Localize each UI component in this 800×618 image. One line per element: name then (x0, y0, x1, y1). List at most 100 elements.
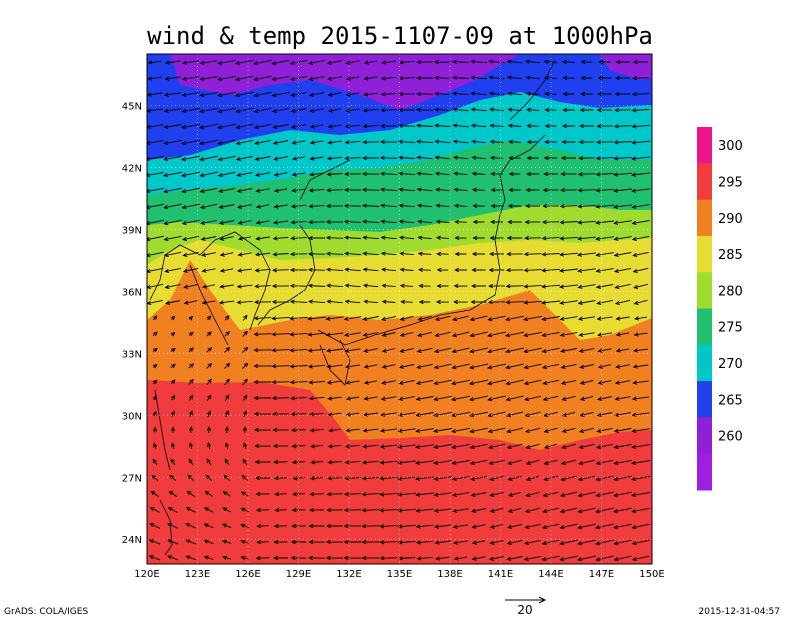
wind-arrow (291, 444, 306, 449)
colorbar-swatch (697, 235, 712, 273)
wind-arrow (434, 540, 451, 545)
wind-arrow (507, 459, 523, 466)
wind-arrow (470, 59, 487, 64)
map-title: wind & temp 2015-1107-09 at 1000hPa (147, 22, 653, 50)
wind-arrow (147, 60, 162, 65)
wind-arrow (379, 476, 398, 481)
wind-arrow (397, 107, 415, 113)
wind-arrow (488, 267, 505, 273)
wind-arrow (523, 347, 542, 354)
wind-arrow (633, 332, 648, 337)
wind-arrow (595, 555, 614, 562)
wind-arrow (343, 316, 362, 321)
wind-arrow (471, 171, 486, 176)
wind-arrow (507, 203, 522, 209)
wind-arrow (522, 315, 543, 322)
wind-arrow (470, 283, 486, 289)
wind-arrow (256, 540, 269, 545)
wind-arrow (489, 524, 504, 529)
wind-arrow (272, 268, 289, 273)
wind-arrow (198, 107, 219, 114)
wind-arrow (526, 139, 539, 145)
wind-arrow (170, 363, 176, 369)
wind-arrow (433, 395, 452, 402)
wind-arrow (344, 124, 361, 129)
wind-arrow (224, 346, 231, 353)
wind-arrow (471, 139, 486, 144)
wind-arrow (170, 426, 176, 433)
wind-arrow (508, 155, 521, 161)
wind-arrow (218, 187, 235, 194)
wind-arrow (217, 123, 236, 130)
wind-arrow (326, 156, 343, 161)
wind-arrow (579, 395, 594, 401)
wind-arrow (631, 235, 650, 242)
wind-arrow (253, 411, 272, 417)
wind-arrow (290, 428, 307, 433)
lat-label: 39N (122, 226, 142, 237)
wind-arrow (181, 92, 200, 97)
wind-arrow (381, 348, 396, 353)
wind-arrow (237, 252, 252, 257)
wind-arrow (562, 107, 575, 113)
wind-arrow (147, 251, 164, 258)
wind-arrow (613, 523, 632, 530)
wind-arrow (469, 331, 488, 338)
wind-arrow (487, 427, 506, 434)
wind-arrow (561, 411, 576, 417)
wind-arrow (345, 108, 360, 113)
wind-arrow (188, 394, 194, 401)
wind-arrow (578, 459, 595, 466)
wind-arrow (559, 316, 578, 321)
wind-arrow (147, 76, 162, 81)
wind-arrow (559, 555, 578, 562)
wind-arrow (150, 490, 159, 497)
wind-arrow (397, 412, 416, 417)
wind-arrow (451, 59, 470, 64)
wind-arrow (167, 507, 178, 513)
wind-arrow (577, 252, 596, 257)
wind-arrow (271, 332, 290, 337)
wind-arrow (188, 331, 194, 337)
wind-arrow (561, 395, 576, 401)
wind-arrow (325, 235, 344, 240)
wind-arrow (361, 219, 380, 224)
wind-arrow (397, 540, 416, 545)
wind-arrow (613, 444, 632, 450)
wind-arrow (308, 380, 325, 385)
wind-arrow (344, 332, 361, 337)
wind-arrow (595, 268, 614, 273)
wind-arrow (434, 524, 451, 529)
wind-arrow (416, 556, 433, 561)
wind-arrow (433, 460, 452, 465)
wind-arrow (181, 123, 200, 130)
wind-arrow (271, 395, 290, 401)
wind-arrow (524, 507, 541, 514)
wind-arrow (224, 410, 229, 418)
wind-arrow (181, 219, 200, 226)
wind-arrow (487, 443, 506, 450)
wind-arrow (289, 267, 308, 273)
wind-arrow (398, 171, 415, 176)
wind-arrow (181, 76, 200, 81)
wind-arrow (309, 444, 324, 449)
wind-arrow (613, 475, 632, 482)
wind-arrow (595, 204, 614, 209)
wind-arrow (188, 315, 194, 321)
wind-arrow (525, 91, 540, 96)
wind-arrow (559, 252, 578, 257)
wind-arrow (452, 155, 469, 160)
colorbar-label: 260 (718, 430, 743, 445)
wind-arrow (361, 187, 380, 192)
wind-arrow (181, 235, 200, 242)
wind-arrow (631, 396, 650, 401)
wind-arrow (579, 107, 594, 113)
wind-arrow (578, 332, 595, 337)
wind-arrow (597, 348, 612, 353)
wind-arrow (217, 171, 236, 178)
wind-arrow (506, 427, 523, 434)
wind-arrow (594, 523, 615, 530)
wind-arrow (577, 172, 596, 177)
wind-arrow (380, 76, 397, 81)
